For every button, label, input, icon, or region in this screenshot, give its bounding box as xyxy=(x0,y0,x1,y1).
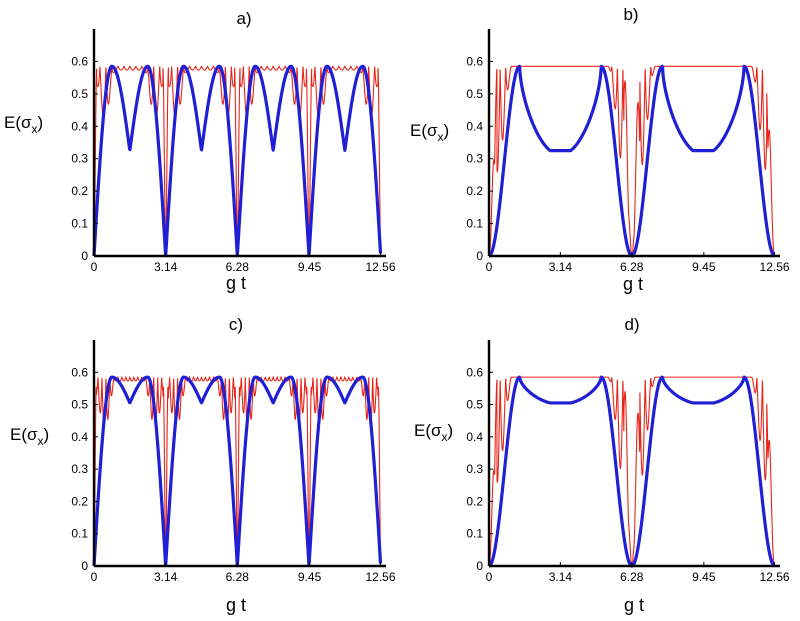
svg-text:E(σx): E(σx) xyxy=(4,113,43,136)
ylabel-sub: x xyxy=(438,130,444,144)
ylabel-close: ) xyxy=(444,121,450,140)
ylabel-close: ) xyxy=(44,425,50,444)
x-tick-label: 12.56 xyxy=(760,570,790,584)
y-tick-label: 0.2 xyxy=(71,494,88,508)
y-tick-label: 0.2 xyxy=(466,494,483,508)
x-tick-label: 0 xyxy=(91,260,98,274)
ylabel: E(σx) xyxy=(4,113,43,136)
y-tick-label: 0.1 xyxy=(466,527,483,541)
x-tick-label: 0 xyxy=(486,260,493,274)
x-tick-label: 9.45 xyxy=(298,570,322,584)
y-tick-label: 0.6 xyxy=(466,365,483,379)
y-tick-label: 0.4 xyxy=(466,430,483,444)
x-tick-label: 3.14 xyxy=(154,260,178,274)
ylabel-symbol: σ xyxy=(27,425,38,444)
x-tick-label: 0 xyxy=(486,570,493,584)
y-tick-label: 0.2 xyxy=(466,184,483,198)
panel-d: d) E(σx) g t 0 0.1 0.2 0.3 0.4 0.5 0.6 0 3.14 6.2… xyxy=(414,315,790,615)
panel-title: a) xyxy=(236,9,251,28)
panel-title: b) xyxy=(623,5,638,24)
ylabel-close: ) xyxy=(448,421,454,440)
y-tick-label: 0.3 xyxy=(71,152,88,166)
x-tick-label: 3.14 xyxy=(549,260,573,274)
panel-title: d) xyxy=(624,315,639,334)
thick-series-line xyxy=(487,64,776,258)
y-tick-label: 0.6 xyxy=(71,365,88,379)
y-tick-label: 0.6 xyxy=(71,54,88,68)
xlabel: g t xyxy=(226,595,246,615)
ylabel-base: E( xyxy=(4,113,21,132)
y-tick-label: 0.4 xyxy=(466,119,483,133)
svg-text:E(σx): E(σx) xyxy=(410,121,449,144)
panel-c: c) E(σx) g t 0 0.1 0.2 0.3 0.4 0.5 0.6 0 3.14 6.2… xyxy=(10,315,396,615)
y-tick-label: 0.3 xyxy=(71,462,88,476)
x-tick-label: 12.56 xyxy=(366,570,396,584)
x-tick-label: 6.28 xyxy=(620,570,644,584)
y-tick-label: 0 xyxy=(81,559,88,573)
x-tick-label: 6.28 xyxy=(620,260,644,274)
x-tick-label: 6.28 xyxy=(226,570,250,584)
xlabel: g t xyxy=(226,273,246,293)
ylabel: E(σx) xyxy=(414,421,453,444)
ylabel-symbol: σ xyxy=(431,421,442,440)
y-tick-label: 0.1 xyxy=(466,217,483,231)
plot-area: 0 0.1 0.2 0.3 0.4 0.5 0.6 0 3.14 6.28 9.45 12.56 xyxy=(466,340,790,584)
thin-series-line xyxy=(93,375,382,567)
ylabel-base: E( xyxy=(10,425,27,444)
ylabel: E(σx) xyxy=(10,425,49,448)
y-tick-label: 0 xyxy=(81,249,88,263)
y-tick-label: 0.4 xyxy=(71,430,88,444)
y-tick-label: 0.4 xyxy=(71,119,88,133)
y-tick-label: 0.3 xyxy=(466,152,483,166)
y-tick-label: 0 xyxy=(476,249,483,263)
plot-area: 0 0.1 0.2 0.3 0.4 0.5 0.6 0 3.14 6.28 9.45 12.56 xyxy=(71,29,396,274)
xlabel: g t xyxy=(623,274,643,294)
x-tick-label: 6.28 xyxy=(226,260,250,274)
panel-b: b) E(σx) g t 0 0.1 0.2 0.3 0.4 0.5 0.6 0 3.14 6.2… xyxy=(410,5,790,294)
x-tick-label: 12.56 xyxy=(366,260,396,274)
y-tick-label: 0.3 xyxy=(466,462,483,476)
thin-series-line xyxy=(488,65,776,257)
y-tick-label: 0.5 xyxy=(71,398,88,412)
plot-area: 0 0.1 0.2 0.3 0.4 0.5 0.6 0 3.14 6.28 9.45 12.56 xyxy=(466,29,790,274)
panel-a: a) E(σx) g t 0 0.1 0.2 0.3 0.4 0.5 0.6 0 3.14 6.2… xyxy=(4,9,396,293)
svg-text:E(σx): E(σx) xyxy=(414,421,453,444)
svg-text:E(σx): E(σx) xyxy=(10,425,49,448)
thick-series-line xyxy=(487,375,776,568)
ylabel-symbol: σ xyxy=(427,121,438,140)
x-tick-label: 9.45 xyxy=(692,570,716,584)
y-tick-label: 0.5 xyxy=(71,87,88,101)
panel-title: c) xyxy=(229,315,243,334)
ylabel-sub: x xyxy=(32,122,38,136)
y-tick-label: 0 xyxy=(476,559,483,573)
x-tick-label: 3.14 xyxy=(549,570,573,584)
y-tick-label: 0.5 xyxy=(466,87,483,101)
ylabel-base: E( xyxy=(410,121,427,140)
y-tick-label: 0.6 xyxy=(466,54,483,68)
y-tick-label: 0.1 xyxy=(71,527,88,541)
plot-area: 0 0.1 0.2 0.3 0.4 0.5 0.6 0 3.14 6.28 9.45 12.56 xyxy=(71,340,396,584)
y-tick-label: 0.5 xyxy=(466,398,483,412)
x-tick-label: 9.45 xyxy=(298,260,322,274)
ylabel-base: E( xyxy=(414,421,431,440)
y-tick-label: 0.2 xyxy=(71,184,88,198)
ylabel-close: ) xyxy=(38,113,44,132)
thin-series-line xyxy=(488,376,776,567)
ylabel-sub: x xyxy=(442,430,448,444)
ylabel: E(σx) xyxy=(410,121,449,144)
x-tick-label: 12.56 xyxy=(760,260,790,274)
x-tick-label: 0 xyxy=(91,570,98,584)
x-tick-label: 9.45 xyxy=(692,260,716,274)
ylabel-symbol: σ xyxy=(21,113,32,132)
x-tick-label: 3.14 xyxy=(154,570,178,584)
y-tick-label: 0.1 xyxy=(71,217,88,231)
xlabel: g t xyxy=(624,595,644,615)
ylabel-sub: x xyxy=(38,434,44,448)
